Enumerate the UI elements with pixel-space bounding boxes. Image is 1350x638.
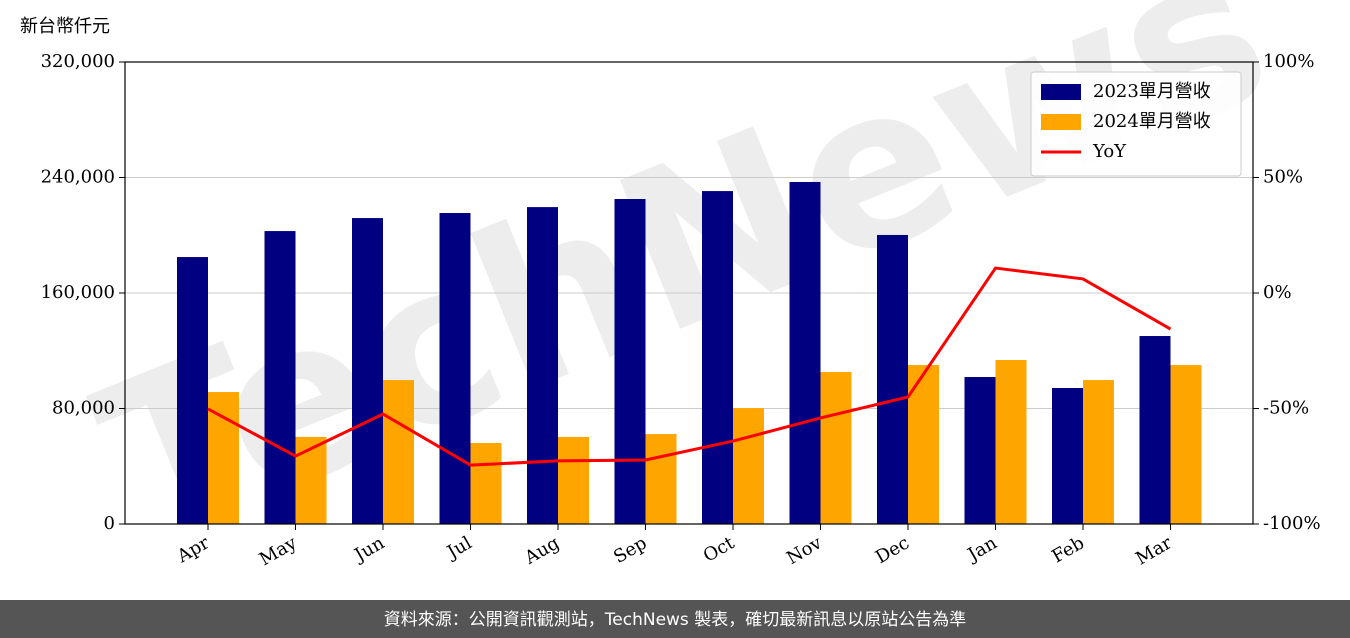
y2-tick-label: 100% <box>1263 51 1314 72</box>
footer-band <box>0 600 1350 638</box>
bar <box>208 392 239 524</box>
y-tick-label: 320,000 <box>41 51 115 72</box>
bar <box>1083 380 1114 524</box>
legend-swatch <box>1041 84 1081 100</box>
bar <box>352 218 383 524</box>
y-tick-label: 0 <box>104 513 115 534</box>
x-tick-label: Dec <box>872 532 913 568</box>
bar <box>177 257 208 524</box>
x-tick-label: Nov <box>783 532 826 569</box>
bar <box>789 181 821 524</box>
bar <box>702 191 733 525</box>
bar <box>964 377 996 524</box>
bar <box>877 234 908 524</box>
bar <box>527 207 558 525</box>
x-tick-label: Oct <box>700 532 739 567</box>
bar <box>645 434 677 524</box>
legend-label: YoY <box>1092 141 1127 162</box>
y-axis-label: 新台幣仟元 <box>20 16 110 37</box>
y2-tick-label: -50% <box>1263 398 1309 419</box>
x-tick-label: Aug <box>520 532 563 569</box>
y2-tick-label: -100% <box>1263 513 1321 534</box>
x-tick-label: Jul <box>442 532 476 564</box>
line <box>207 266 1172 467</box>
bar <box>820 371 852 524</box>
bar <box>470 443 502 524</box>
bar <box>1170 365 1202 524</box>
legend-box <box>1030 71 1242 177</box>
x-tick-label: Sep <box>610 532 650 567</box>
y-tick-label: 160,000 <box>41 282 115 303</box>
bar <box>733 408 764 524</box>
legend-label: 2023單月營收 <box>1093 81 1211 102</box>
bar <box>439 213 471 525</box>
bar <box>1139 336 1171 524</box>
x-tick-label: Feb <box>1048 532 1088 567</box>
x-tick-label: Mar <box>1132 532 1176 569</box>
y-tick-label: 240,000 <box>41 167 115 188</box>
y-tick-label: 80,000 <box>52 398 115 419</box>
y2-tick-label: 50% <box>1263 167 1303 188</box>
x-tick-label: Jan <box>963 532 1001 566</box>
legend-swatch <box>1041 114 1081 130</box>
footer: 資料來源：公開資訊觀測站，TechNews 製表，確切最新訊息以原站公告為準 <box>384 610 966 630</box>
bar <box>1052 387 1083 524</box>
bar <box>264 231 296 525</box>
plot-frame <box>124 61 1254 525</box>
bar <box>614 199 646 524</box>
bar <box>558 436 589 524</box>
x-tick-label: Jun <box>349 532 388 567</box>
legend-label: 2024單月營收 <box>1093 111 1211 132</box>
y2-tick-label: 0% <box>1263 282 1292 303</box>
bar <box>995 359 1027 524</box>
bar <box>383 380 414 524</box>
bar <box>295 436 327 524</box>
